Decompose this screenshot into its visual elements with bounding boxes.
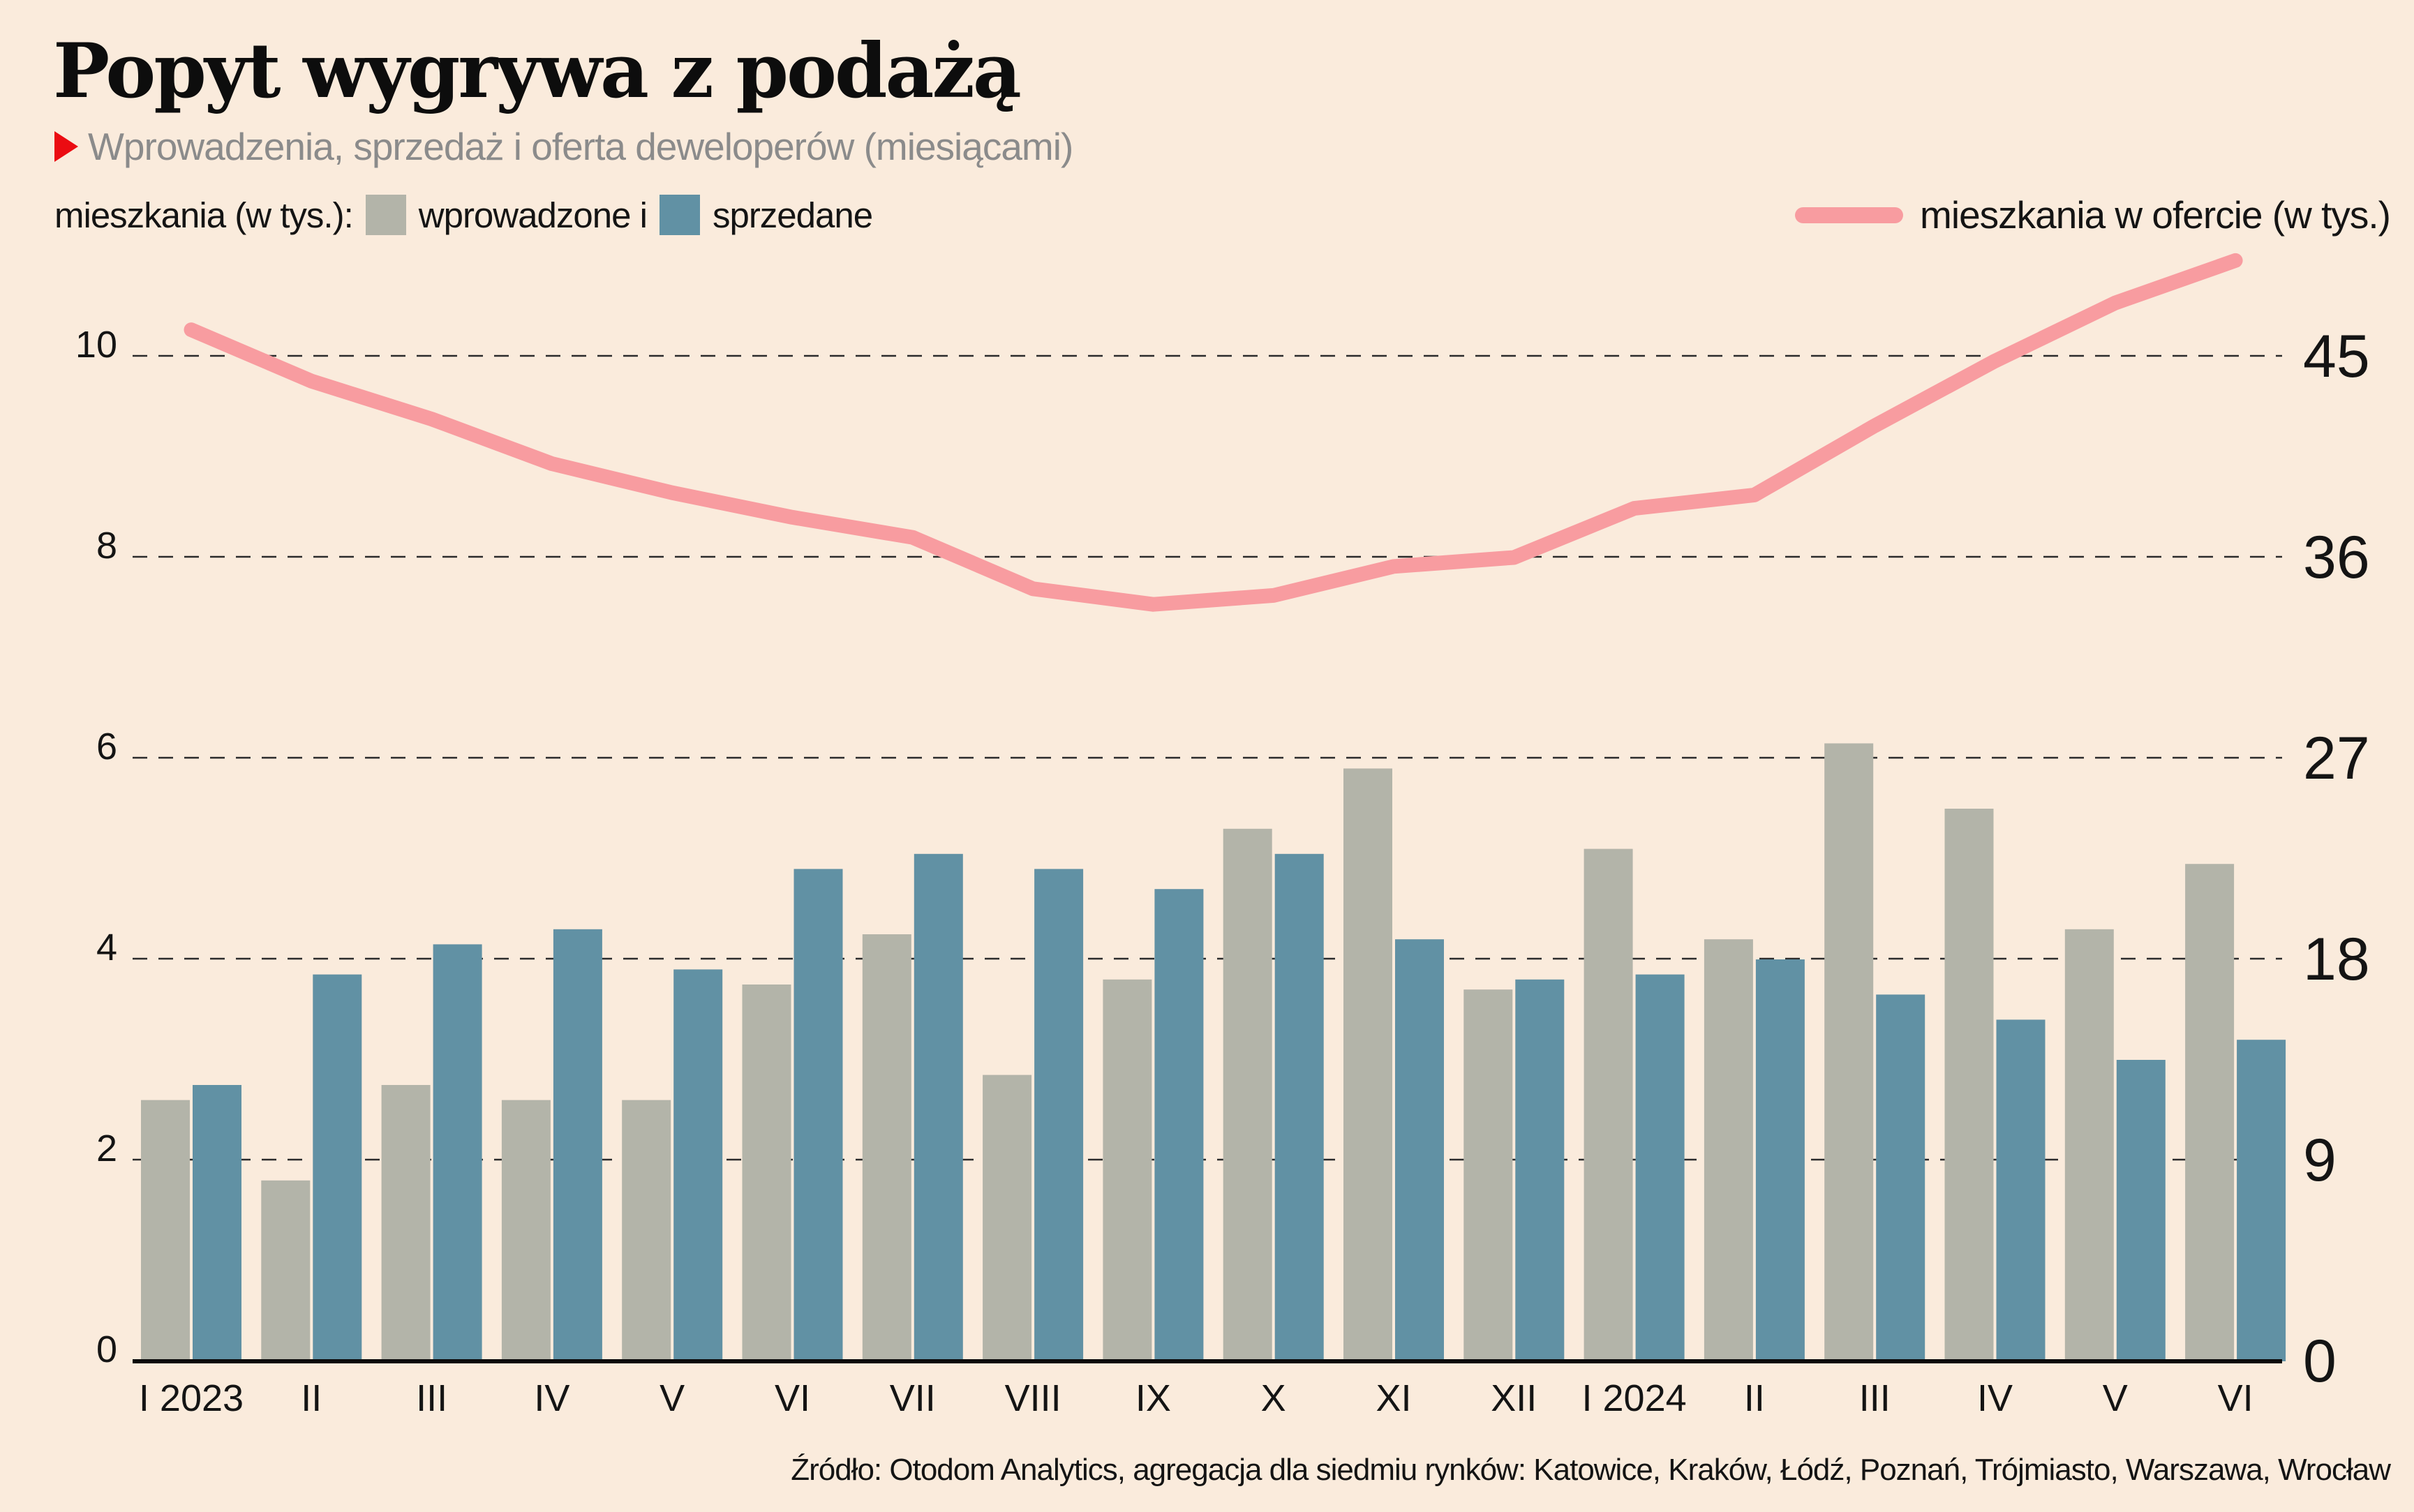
- bar-sold: [1515, 979, 1565, 1361]
- left-axis-tick-label: 4: [96, 927, 117, 968]
- bar-introduced: [2185, 864, 2235, 1361]
- bar-introduced: [1704, 939, 1753, 1361]
- bar-sold: [1034, 869, 1084, 1361]
- x-axis-label: XII: [1491, 1377, 1537, 1419]
- right-axis-tick-label: 9: [2303, 1127, 2337, 1194]
- bar-sold: [2237, 1040, 2286, 1361]
- left-axis-tick-label: 8: [96, 525, 117, 567]
- offer-line-swatch-icon: [1795, 207, 1904, 223]
- bar-introduced: [2064, 929, 2114, 1361]
- right-axis-tick-label: 45: [2303, 323, 2370, 390]
- bar-introduced: [381, 1085, 431, 1361]
- legend-sold-label: sprzedane: [712, 195, 873, 235]
- x-axis-label: XI: [1376, 1377, 1411, 1419]
- x-axis-label: I 2024: [1582, 1377, 1687, 1419]
- bar-sold: [794, 869, 843, 1361]
- offer-line-path: [184, 253, 2243, 612]
- x-axis-label: I 2023: [139, 1377, 244, 1419]
- x-axis-label: IX: [1135, 1377, 1171, 1419]
- legend-line: mieszkania w ofercie (w tys.): [1795, 193, 2391, 237]
- page-title: Popyt wygrywa z podażą: [53, 27, 1022, 115]
- bar-sold: [673, 969, 723, 1361]
- x-axis-label: X: [1261, 1377, 1286, 1419]
- legend: mieszkania (w tys.): wprowadzone i sprze…: [54, 193, 2391, 237]
- bar-introduced: [261, 1180, 311, 1361]
- introduced-swatch-icon: [365, 195, 406, 235]
- bar-introduced: [1223, 828, 1272, 1361]
- bar-sold: [1755, 959, 1805, 1361]
- bar-sold: [2116, 1060, 2166, 1361]
- x-axis-label: II: [301, 1377, 322, 1419]
- bar-sold: [1635, 974, 1685, 1361]
- x-axis-label: VIII: [1005, 1377, 1061, 1419]
- offer-line: [184, 253, 2243, 612]
- x-axis-label: IV: [534, 1377, 569, 1419]
- bars: [133, 743, 2286, 1363]
- left-axis-tick-label: 0: [96, 1328, 117, 1370]
- bar-introduced: [862, 934, 911, 1361]
- x-axis-label: V: [2103, 1377, 2128, 1419]
- x-axis-label: III: [416, 1377, 447, 1419]
- legend-introduced-label: wprowadzone i: [418, 195, 648, 235]
- bar-sold: [1395, 939, 1444, 1361]
- right-axis-tick-label: 18: [2303, 926, 2370, 993]
- sold-swatch-icon: [659, 195, 700, 235]
- bar-sold: [433, 944, 482, 1361]
- bar-introduced: [1343, 768, 1392, 1361]
- bar-introduced: [1944, 809, 1994, 1361]
- subtitle-text: Wprowadzenia, sprzedaż i oferta dewelope…: [88, 125, 1073, 168]
- x-axis-label: VI: [2218, 1377, 2253, 1419]
- x-axis-label: VII: [890, 1377, 936, 1419]
- left-axis-tick-label: 6: [96, 726, 117, 768]
- bar-sold: [193, 1085, 241, 1361]
- bar-sold: [1996, 1019, 2046, 1361]
- legend-bars: mieszkania (w tys.): wprowadzone i sprze…: [54, 195, 873, 236]
- right-axis-tick-label: 27: [2303, 725, 2370, 792]
- bar-sold: [914, 853, 963, 1361]
- legend-measure-label: mieszkania (w tys.):: [54, 195, 354, 235]
- bar-introduced: [141, 1100, 190, 1361]
- bar-introduced: [622, 1100, 671, 1361]
- bar-sold: [1274, 853, 1324, 1361]
- bar-introduced: [1103, 979, 1152, 1361]
- subtitle: Wprowadzenia, sprzedaż i oferta dewelope…: [54, 124, 1073, 169]
- bullet-triangle-icon: [54, 131, 78, 162]
- x-axis-label: IV: [1977, 1377, 2013, 1419]
- x-axis-label: III: [1859, 1377, 1891, 1419]
- left-axis-tick-label: 10: [75, 324, 117, 366]
- bar-introduced: [1463, 989, 1513, 1361]
- legend-offer-label: mieszkania w ofercie (w tys.): [1920, 193, 2391, 237]
- bar-introduced: [983, 1075, 1032, 1361]
- bar-sold: [553, 929, 602, 1361]
- x-axis-label: V: [660, 1377, 685, 1419]
- x-axis-label: II: [1744, 1377, 1765, 1419]
- left-axis-tick-label: 2: [96, 1128, 117, 1169]
- right-axis-tick-label: 36: [2303, 524, 2370, 591]
- bar-introduced: [501, 1100, 551, 1361]
- right-axis-tick-label: 0: [2303, 1328, 2337, 1395]
- bar-introduced: [1584, 848, 1633, 1361]
- bar-sold: [1876, 994, 1925, 1361]
- source-note: Źródło: Otodom Analytics, agregacja dla …: [791, 1453, 2391, 1487]
- bar-sold: [313, 974, 362, 1361]
- bar-introduced: [742, 985, 791, 1361]
- x-axis-label: VI: [775, 1377, 810, 1419]
- bar-introduced: [1824, 743, 1874, 1361]
- bar-sold: [1154, 889, 1204, 1361]
